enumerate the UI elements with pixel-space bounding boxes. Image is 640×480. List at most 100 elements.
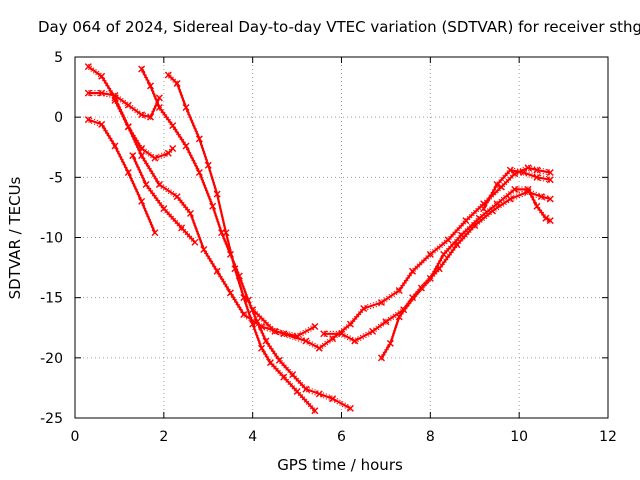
data-point bbox=[160, 205, 168, 213]
series-markers bbox=[167, 77, 316, 414]
y-tick-label: -5 bbox=[49, 170, 63, 186]
data-point bbox=[84, 116, 92, 124]
series-markers bbox=[323, 193, 551, 345]
series-markers bbox=[114, 102, 174, 162]
data-point bbox=[182, 104, 190, 112]
y-tick-label: -10 bbox=[40, 231, 63, 247]
data-point bbox=[302, 385, 310, 393]
data-point bbox=[151, 154, 159, 162]
tick-layer: 0 2 4 6 8 10 12 5 0 -5 -10 -15 -20 -25 bbox=[40, 50, 617, 445]
series-line bbox=[167, 74, 316, 412]
data-point bbox=[200, 246, 208, 254]
data-point bbox=[289, 371, 297, 379]
data-point bbox=[280, 373, 288, 381]
data-point bbox=[213, 190, 221, 198]
data-point bbox=[142, 181, 150, 189]
data-point bbox=[84, 63, 92, 71]
chart-title: Day 064 of 2024, Sidereal Day-to-day VTE… bbox=[38, 18, 640, 36]
series-layer bbox=[84, 63, 554, 415]
data-point bbox=[253, 318, 261, 326]
data-point bbox=[395, 313, 403, 321]
data-point bbox=[546, 169, 554, 177]
data-point bbox=[147, 82, 155, 90]
data-point bbox=[151, 229, 159, 237]
x-tick-label: 8 bbox=[426, 429, 435, 445]
grid-layer bbox=[75, 57, 608, 418]
data-point bbox=[302, 337, 310, 345]
data-point bbox=[231, 265, 239, 273]
data-point bbox=[293, 332, 301, 340]
series-arc-10 bbox=[377, 185, 554, 362]
data-point bbox=[524, 185, 532, 193]
data-point bbox=[209, 202, 217, 210]
series-markers bbox=[381, 191, 551, 361]
series-markers bbox=[88, 121, 156, 236]
data-point bbox=[173, 79, 181, 87]
series-arc-11 bbox=[480, 166, 554, 213]
data-point bbox=[338, 330, 345, 338]
data-point bbox=[520, 169, 528, 177]
data-point bbox=[533, 202, 541, 210]
series-line bbox=[251, 308, 316, 338]
series-markers bbox=[167, 72, 316, 409]
data-point bbox=[475, 214, 483, 222]
series-arc-8 bbox=[249, 306, 319, 340]
data-point bbox=[138, 152, 146, 160]
data-point bbox=[444, 236, 452, 244]
series-line bbox=[380, 188, 552, 359]
data-point bbox=[480, 205, 488, 213]
data-point bbox=[409, 267, 417, 275]
series-markers bbox=[252, 306, 316, 335]
data-point bbox=[329, 395, 337, 403]
data-point bbox=[204, 161, 212, 169]
data-point bbox=[382, 318, 390, 326]
data-point bbox=[138, 144, 146, 152]
data-point bbox=[511, 185, 519, 193]
data-point bbox=[226, 289, 234, 297]
data-point bbox=[395, 286, 403, 294]
data-point bbox=[155, 181, 163, 189]
data-point bbox=[129, 152, 137, 160]
data-point bbox=[533, 173, 541, 181]
x-tick-label: 2 bbox=[159, 429, 168, 445]
data-point bbox=[138, 111, 146, 119]
data-point bbox=[169, 144, 177, 152]
series-markers bbox=[114, 97, 174, 157]
data-point bbox=[351, 337, 359, 345]
data-point bbox=[546, 176, 554, 184]
data-point bbox=[164, 71, 172, 79]
data-point bbox=[315, 344, 323, 352]
series-markers bbox=[88, 116, 156, 231]
data-point bbox=[249, 306, 257, 314]
data-point bbox=[311, 407, 319, 415]
y-axis-label: SDTVAR / TECUs bbox=[6, 176, 24, 299]
data-point bbox=[377, 298, 385, 306]
data-point bbox=[98, 120, 106, 128]
data-point bbox=[124, 169, 132, 177]
data-point bbox=[320, 330, 328, 338]
data-point bbox=[222, 229, 230, 237]
y-tick-label: -25 bbox=[40, 411, 63, 427]
data-point bbox=[266, 359, 274, 367]
series-line bbox=[87, 92, 161, 119]
data-point bbox=[426, 250, 434, 258]
series-arc-2 bbox=[138, 65, 354, 412]
data-point bbox=[315, 390, 323, 398]
data-point bbox=[169, 122, 177, 130]
data-point bbox=[111, 142, 119, 150]
data-point bbox=[457, 231, 465, 239]
data-point bbox=[493, 200, 501, 208]
data-point bbox=[462, 217, 470, 225]
x-tick-label: 0 bbox=[71, 429, 80, 445]
data-point bbox=[386, 339, 394, 347]
data-point bbox=[360, 305, 368, 312]
data-point bbox=[506, 166, 514, 174]
data-point bbox=[191, 238, 199, 246]
series-arc-6 bbox=[111, 96, 177, 162]
data-point bbox=[173, 193, 181, 201]
series-line bbox=[87, 118, 156, 234]
y-tick-label: 0 bbox=[54, 110, 63, 126]
data-point bbox=[195, 169, 203, 177]
data-point bbox=[111, 96, 119, 104]
data-point bbox=[426, 274, 434, 282]
